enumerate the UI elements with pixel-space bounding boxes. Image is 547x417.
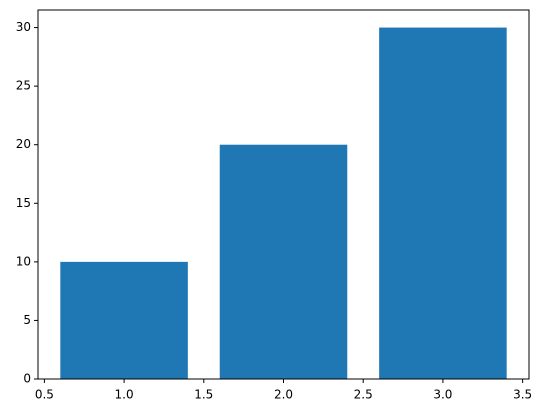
bar (379, 27, 507, 379)
x-tick-label: 3.0 (433, 388, 452, 402)
x-tick-label: 2.0 (274, 388, 293, 402)
axes-frame (37, 9, 530, 380)
y-tick-label: 5 (23, 313, 31, 327)
x-tick-label: 0.5 (35, 388, 54, 402)
y-tick-label: 10 (16, 254, 31, 268)
y-tick-label: 30 (16, 20, 31, 34)
bar (219, 144, 348, 379)
x-tick-label: 2.5 (354, 388, 373, 402)
y-tick-label: 20 (16, 137, 31, 151)
y-tick-label: 0 (23, 372, 31, 386)
y-tick-label: 15 (16, 196, 31, 210)
bar (60, 261, 188, 379)
x-tick-label: 1.5 (194, 388, 213, 402)
x-tick-label: 1.0 (115, 388, 134, 402)
x-tick-label: 3.5 (513, 388, 532, 402)
y-tick-label: 25 (16, 79, 31, 93)
